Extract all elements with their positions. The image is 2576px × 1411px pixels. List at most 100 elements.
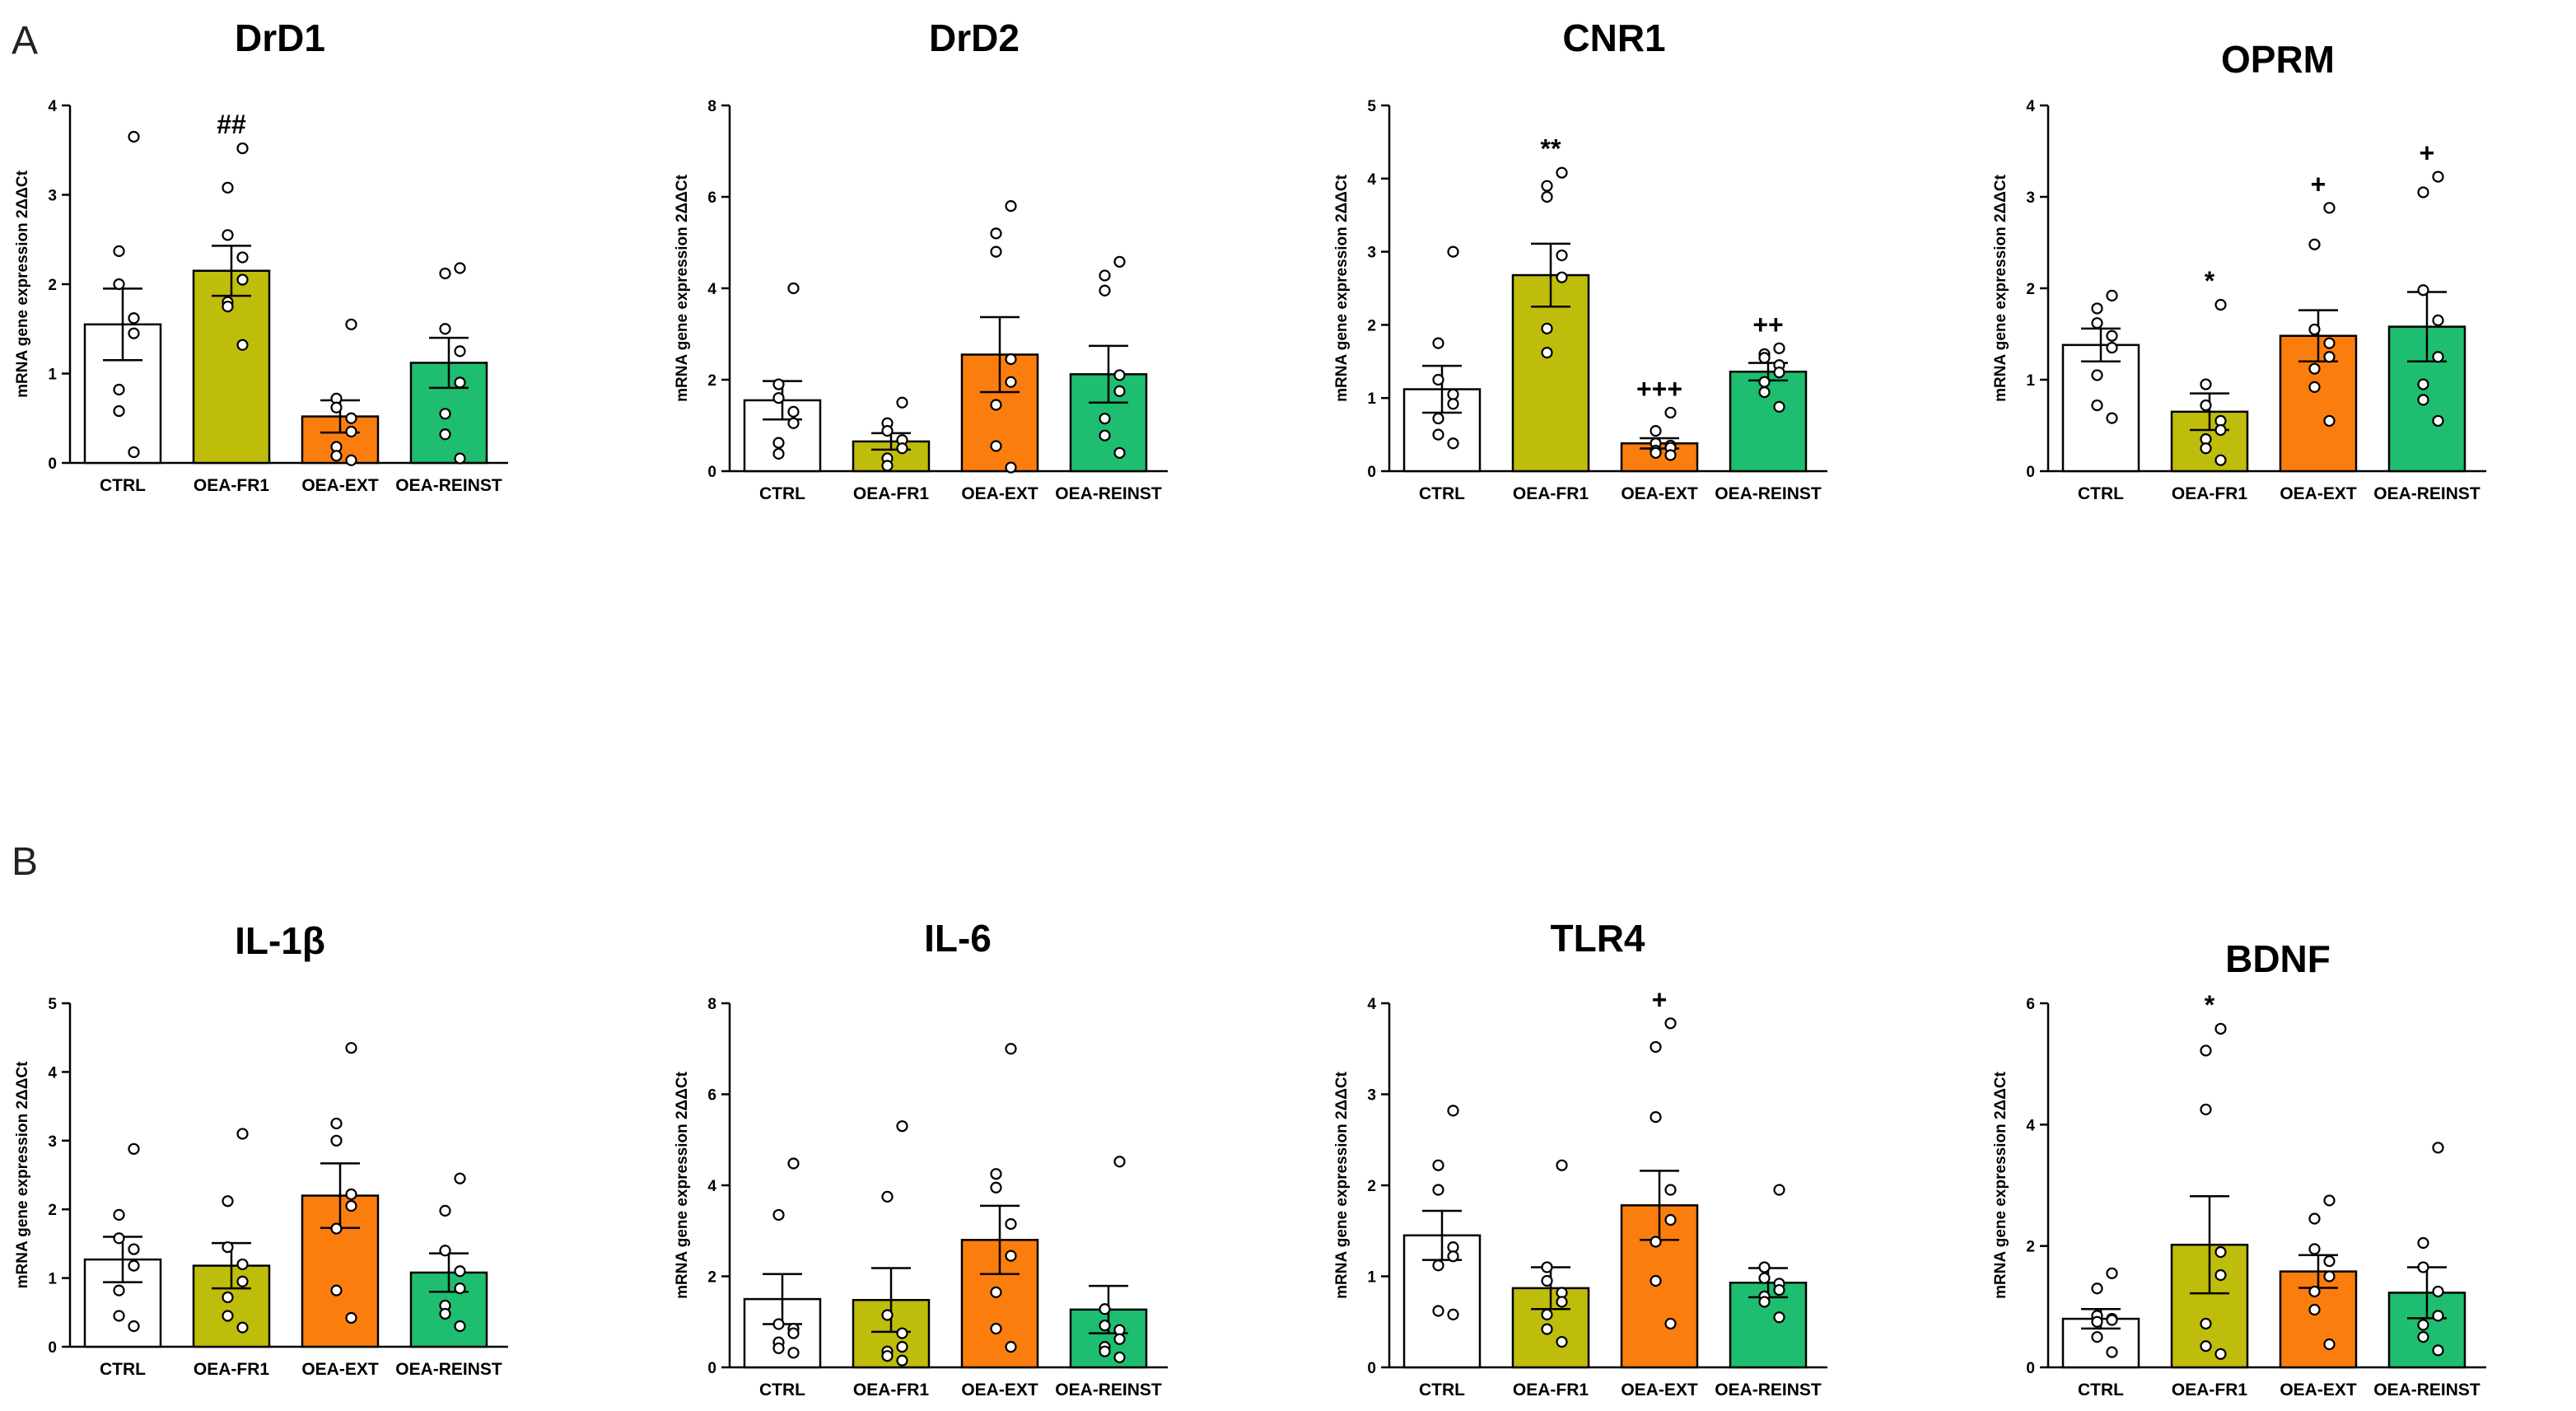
x-tick-label: OEA-FR1: [1513, 1381, 1589, 1399]
x-tick-label: OEA-FR1: [2172, 484, 2247, 503]
data-point: [1541, 1308, 1553, 1321]
x-tick-label: OEA-EXT: [2280, 1381, 2357, 1399]
data-point: [2432, 1344, 2444, 1357]
data-point: [787, 1347, 800, 1359]
data-point: [1432, 1305, 1444, 1317]
data-point: [1758, 1272, 1771, 1284]
data-point: [2432, 171, 2444, 183]
y-tick-label: 3: [2026, 189, 2035, 207]
y-tick-label: 4: [1367, 171, 1376, 189]
data-point: [222, 1310, 234, 1322]
y-tick-label: 6: [707, 1087, 716, 1105]
data-point: [1447, 388, 1459, 400]
panel-label-a: A: [12, 19, 38, 63]
x-tick-label: CTRL: [759, 1381, 805, 1399]
data-point: [1099, 1320, 1111, 1332]
data-point: [330, 450, 343, 462]
data-point: [2308, 323, 2321, 336]
y-tick-label: 4: [2026, 1117, 2035, 1134]
data-point: [2308, 1285, 2321, 1298]
data-point: [1664, 1317, 1677, 1330]
y-axis-label: mRNA gene expression 2ΔΔCt: [674, 174, 691, 401]
x-tick-label: OEA-REINST: [1055, 484, 1162, 503]
y-tick-label: 2: [48, 277, 57, 294]
y-tick-label: 0: [707, 1360, 716, 1377]
data-point: [787, 282, 800, 295]
data-point: [1773, 400, 1785, 413]
data-point: [1447, 245, 1459, 258]
data-point: [345, 1311, 357, 1325]
data-point: [2323, 337, 2336, 349]
data-point: [2200, 399, 2212, 412]
data-point: [113, 1232, 125, 1245]
data-point: [2308, 238, 2321, 250]
y-tick-label: 3: [48, 188, 57, 205]
data-point: [1773, 1311, 1785, 1324]
data-point: [2091, 302, 2103, 315]
data-point: [2323, 1338, 2336, 1351]
data-point: [113, 1284, 125, 1297]
data-point: [2432, 1285, 2444, 1298]
data-point: [2091, 399, 2103, 412]
x-tick-label: OEA-FR1: [2172, 1381, 2247, 1399]
y-tick-label: 1: [48, 367, 57, 384]
data-point: [1664, 406, 1677, 419]
x-tick-label: CTRL: [2078, 1381, 2124, 1399]
data-point: [2091, 1283, 2103, 1295]
data-point: [1113, 446, 1126, 459]
data-point: [1005, 200, 1017, 213]
y-tick-label: 2: [48, 1202, 57, 1219]
data-point: [113, 404, 125, 418]
data-point: [2417, 394, 2429, 406]
data-point: [2106, 1267, 2118, 1279]
data-point: [236, 339, 249, 351]
data-point: [1664, 449, 1677, 461]
data-point: [896, 396, 908, 409]
data-point: [2432, 1142, 2444, 1154]
data-point: [113, 1310, 125, 1322]
x-tick-label: OEA-REINST: [1055, 1381, 1162, 1399]
data-point: [1113, 1156, 1126, 1168]
x-tick-label: OEA-REINST: [1715, 1381, 1822, 1399]
y-tick-label: 2: [2026, 281, 2035, 298]
data-point: [2417, 1261, 2429, 1273]
data-point: [1432, 1159, 1444, 1171]
y-axis-label: mRNA gene expression 2ΔΔCt: [1992, 1071, 2009, 1298]
data-point: [2308, 1212, 2321, 1225]
y-tick-label: 8: [707, 98, 716, 115]
y-tick-label: 2: [707, 372, 716, 390]
data-point: [439, 408, 451, 420]
data-point: [896, 1341, 908, 1353]
data-point: [439, 267, 451, 280]
data-point: [454, 1265, 466, 1278]
data-point: [881, 1190, 894, 1203]
data-point: [787, 405, 800, 418]
data-point: [1005, 376, 1017, 388]
data-point: [2323, 414, 2336, 428]
x-tick-label: OEA-FR1: [853, 1381, 929, 1399]
data-point: [1005, 1043, 1017, 1055]
data-point: [881, 460, 894, 472]
data-point: [128, 1142, 140, 1155]
data-point: [222, 1195, 234, 1208]
data-point: [881, 1350, 894, 1362]
y-axis-label: mRNA gene expression 2ΔΔCt: [14, 170, 31, 397]
data-point: [2106, 412, 2118, 424]
data-point: [787, 1327, 800, 1339]
data-point: [1758, 376, 1771, 388]
data-point: [128, 130, 140, 143]
data-point: [439, 1307, 451, 1320]
data-point: [236, 251, 249, 264]
data-point: [1447, 1105, 1459, 1117]
y-axis-label: mRNA gene expression 2ΔΔCt: [1992, 174, 2009, 401]
y-axis-label: mRNA gene expression 2ΔΔCt: [1333, 174, 1351, 401]
data-point: [128, 1259, 140, 1272]
y-tick-label: 1: [2026, 372, 2035, 390]
data-point: [2106, 289, 2118, 301]
data-point: [345, 454, 357, 466]
data-point: [2106, 342, 2118, 354]
data-point: [1099, 429, 1111, 442]
data-point: [236, 142, 249, 155]
data-point: [454, 345, 466, 357]
y-tick-label: 3: [48, 1133, 57, 1151]
